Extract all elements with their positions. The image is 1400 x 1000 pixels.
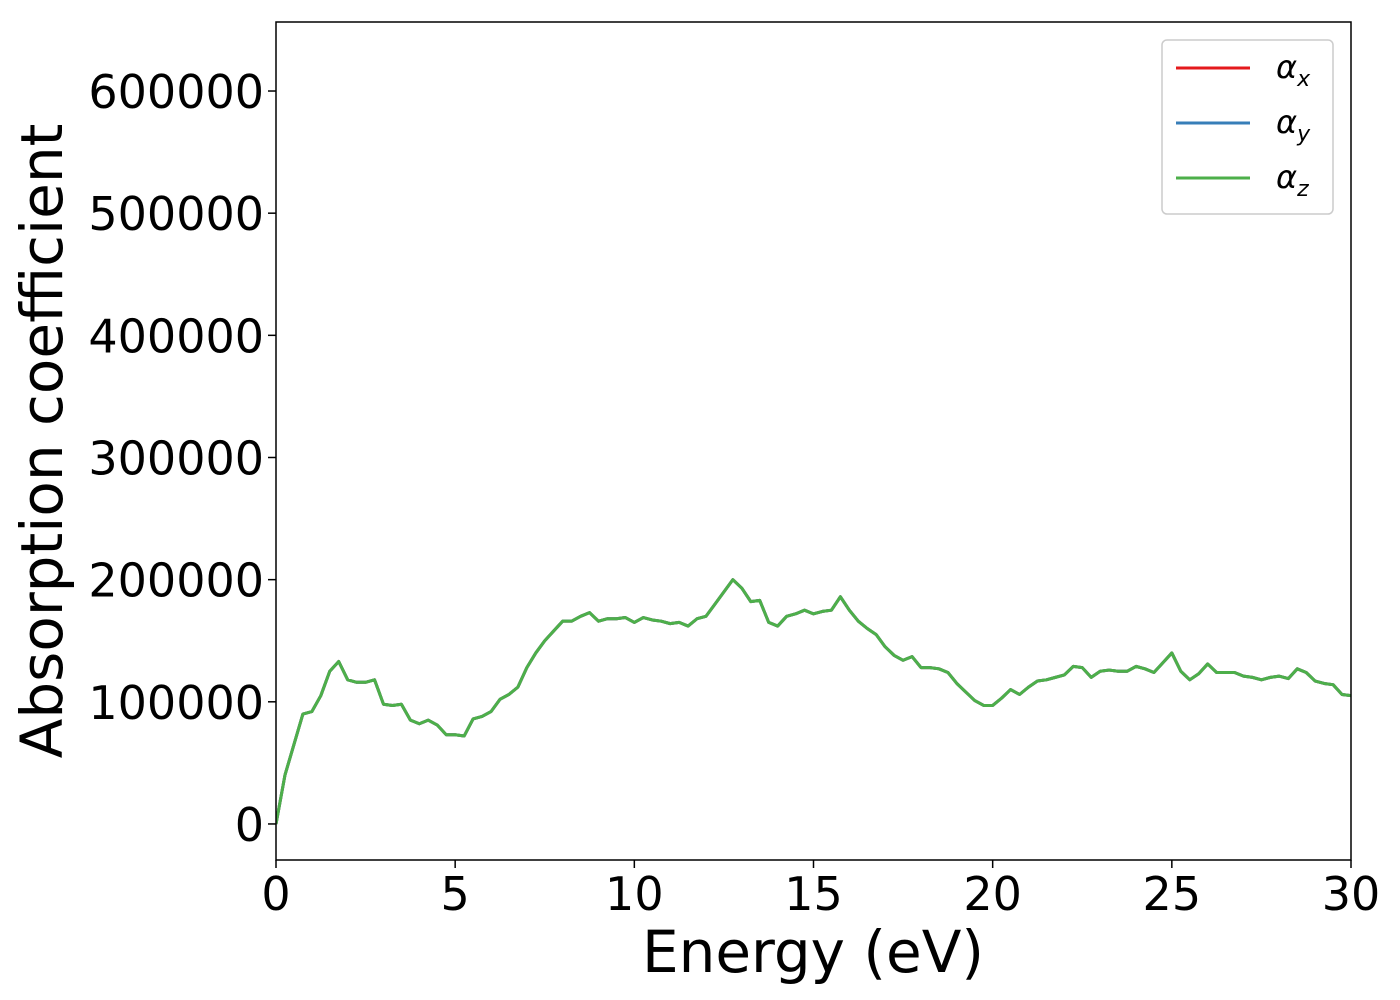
- x-tick-label: 30: [1322, 867, 1381, 921]
- x-tick-label: 25: [1143, 867, 1202, 921]
- y-tick-label: 600000: [88, 65, 264, 119]
- plot-frame: [275, 21, 1352, 861]
- y-tick-label: 300000: [88, 431, 264, 485]
- legend-label: αz: [1276, 158, 1309, 202]
- x-tick-label: 5: [441, 867, 470, 921]
- y-tick-label: 500000: [88, 187, 264, 241]
- y-tick-label: 0: [235, 798, 264, 852]
- plot-area: [276, 578, 1351, 825]
- series-line: [276, 578, 1351, 825]
- legend-label: αy: [1276, 103, 1311, 147]
- legend-box: [1161, 39, 1334, 215]
- x-tick-label: 10: [605, 867, 664, 921]
- y-tick-label: 200000: [88, 554, 264, 608]
- y-axis-label: Absorption coefficient: [8, 124, 76, 759]
- x-tick-label: 0: [261, 867, 290, 921]
- y-tick-label: 400000: [88, 309, 264, 363]
- x-tick-label: 15: [784, 867, 843, 921]
- x-axis-label: Energy (eV): [642, 918, 984, 986]
- y-tick-label: 100000: [88, 676, 264, 730]
- legend-label: αx: [1276, 48, 1311, 92]
- x-tick-label: 20: [963, 867, 1022, 921]
